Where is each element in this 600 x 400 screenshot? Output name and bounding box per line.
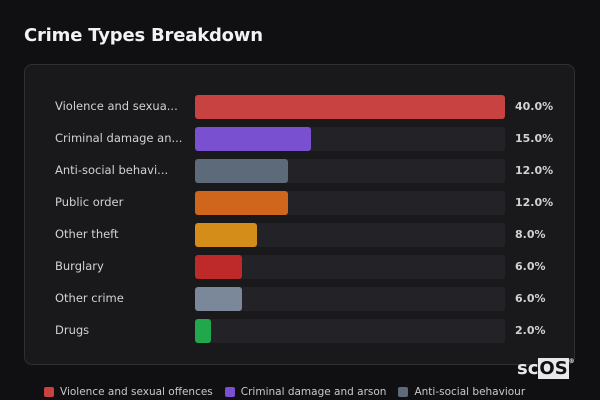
value-label: 8.0% bbox=[515, 228, 546, 241]
value-label: 15.0% bbox=[515, 132, 554, 145]
logo-text-os: OS bbox=[538, 358, 569, 379]
bar[interactable] bbox=[195, 127, 312, 151]
bar-track bbox=[195, 95, 505, 119]
value-label: 6.0% bbox=[515, 260, 546, 273]
legend: Violence and sexual offences Criminal dam… bbox=[44, 386, 525, 398]
chart-title: Crime Types Breakdown bbox=[24, 25, 263, 46]
bar-row: Anti-social behavi... 12.0% bbox=[25, 159, 574, 183]
bar[interactable] bbox=[195, 255, 242, 279]
category-label: Criminal damage an... bbox=[55, 131, 183, 145]
scos-logo: scOS® bbox=[517, 358, 575, 379]
bar-track bbox=[195, 191, 505, 215]
bar-row: Criminal damage an... 15.0% bbox=[25, 127, 574, 151]
bar-row: Violence and sexua... 40.0% bbox=[25, 95, 574, 119]
bar-row: Drugs 2.0% bbox=[25, 319, 574, 343]
value-label: 2.0% bbox=[515, 324, 546, 337]
bar-track bbox=[195, 255, 505, 279]
category-label: Violence and sexua... bbox=[55, 99, 178, 113]
bar-row: Public order 12.0% bbox=[25, 191, 574, 215]
legend-item[interactable]: Anti-social behaviour bbox=[398, 386, 525, 398]
bar[interactable] bbox=[195, 159, 288, 183]
bar[interactable] bbox=[195, 287, 242, 311]
category-label: Burglary bbox=[55, 259, 104, 273]
bar[interactable] bbox=[195, 191, 288, 215]
bar-track bbox=[195, 223, 505, 247]
legend-label: Criminal damage and arson bbox=[240, 386, 387, 398]
category-label: Public order bbox=[55, 195, 124, 209]
bar-row: Other crime 6.0% bbox=[25, 287, 574, 311]
bar[interactable] bbox=[195, 223, 257, 247]
value-label: 40.0% bbox=[515, 100, 554, 113]
bar-track bbox=[195, 287, 505, 311]
chart-card: Violence and sexua... 40.0% Criminal dama… bbox=[24, 64, 575, 365]
bar-track bbox=[195, 319, 505, 343]
bar-track bbox=[195, 127, 505, 151]
category-label: Anti-social behavi... bbox=[55, 163, 169, 177]
legend-swatch bbox=[224, 387, 235, 397]
bar[interactable] bbox=[195, 319, 211, 343]
category-label: Drugs bbox=[55, 323, 90, 337]
bar-track bbox=[195, 159, 505, 183]
legend-item[interactable]: Criminal damage and arson bbox=[224, 386, 387, 398]
legend-swatch bbox=[44, 387, 54, 397]
legend-label: Violence and sexual offences bbox=[60, 386, 213, 398]
legend-swatch bbox=[398, 387, 409, 397]
value-label: 6.0% bbox=[515, 292, 546, 305]
value-label: 12.0% bbox=[515, 196, 554, 209]
bar-row: Other theft 8.0% bbox=[25, 223, 574, 247]
legend-item[interactable]: Violence and sexual offences bbox=[44, 386, 213, 398]
bar[interactable] bbox=[195, 95, 505, 119]
legend-label: Anti-social behaviour bbox=[414, 386, 526, 398]
category-label: Other theft bbox=[55, 227, 119, 241]
logo-text: sc bbox=[517, 358, 539, 379]
value-label: 12.0% bbox=[515, 164, 554, 177]
logo-mark: ® bbox=[568, 358, 575, 365]
bar-row: Burglary 6.0% bbox=[25, 255, 574, 279]
category-label: Other crime bbox=[55, 291, 124, 305]
